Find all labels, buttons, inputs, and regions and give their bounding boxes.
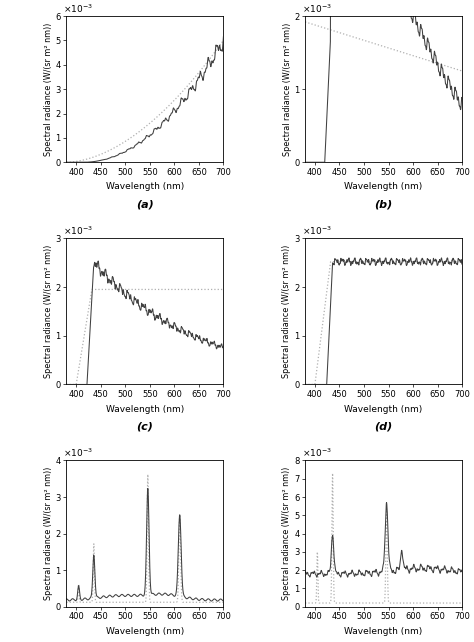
Y-axis label: Spectral radiance (W/(sr m² nm)): Spectral radiance (W/(sr m² nm)) (44, 245, 53, 378)
Text: (a): (a) (136, 199, 154, 209)
X-axis label: Wavelength (nm): Wavelength (nm) (106, 627, 184, 636)
Text: (b): (b) (374, 199, 393, 209)
Text: ×10$^{-3}$: ×10$^{-3}$ (302, 2, 332, 15)
Y-axis label: Spectral radiance (W/(sr m² nm)): Spectral radiance (W/(sr m² nm)) (283, 245, 292, 378)
Text: ×10$^{-3}$: ×10$^{-3}$ (63, 225, 93, 237)
X-axis label: Wavelength (nm): Wavelength (nm) (345, 182, 423, 191)
Text: ×10$^{-3}$: ×10$^{-3}$ (302, 447, 332, 459)
X-axis label: Wavelength (nm): Wavelength (nm) (106, 182, 184, 191)
X-axis label: Wavelength (nm): Wavelength (nm) (106, 404, 184, 413)
Y-axis label: Spectral radiance (W/(sr m² nm)): Spectral radiance (W/(sr m² nm)) (44, 467, 53, 600)
Y-axis label: Spectral radiance (W/(sr m² nm)): Spectral radiance (W/(sr m² nm)) (283, 467, 292, 600)
Text: (c): (c) (137, 421, 153, 431)
X-axis label: Wavelength (nm): Wavelength (nm) (345, 627, 423, 636)
Y-axis label: Spectral radiance (W/(sr m² nm)): Spectral radiance (W/(sr m² nm)) (283, 22, 292, 156)
Y-axis label: Spectral radiance (W/(sr m² nm)): Spectral radiance (W/(sr m² nm)) (44, 22, 53, 156)
Text: ×10$^{-3}$: ×10$^{-3}$ (63, 2, 93, 15)
Text: (d): (d) (374, 421, 393, 431)
Text: ×10$^{-3}$: ×10$^{-3}$ (63, 447, 93, 459)
X-axis label: Wavelength (nm): Wavelength (nm) (345, 404, 423, 413)
Text: ×10$^{-3}$: ×10$^{-3}$ (302, 225, 332, 237)
